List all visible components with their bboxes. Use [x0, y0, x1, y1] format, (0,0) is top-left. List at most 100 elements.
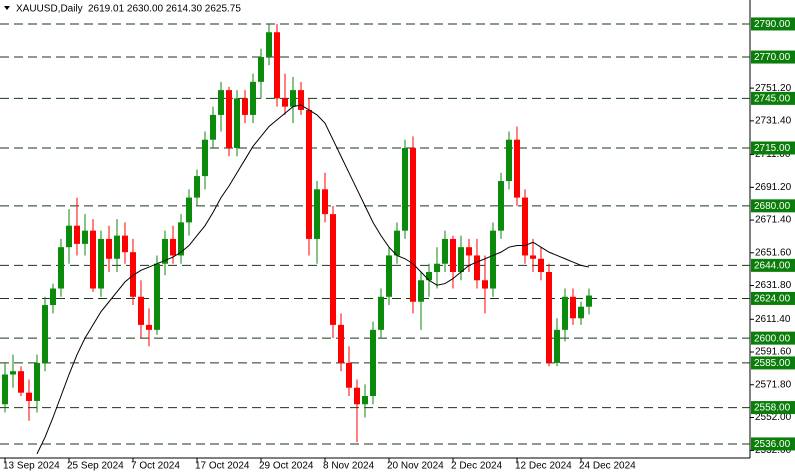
candle-body	[218, 90, 224, 115]
level-label: 2600.00	[754, 333, 791, 344]
level-label: 2715.00	[754, 143, 791, 154]
candle-body	[106, 238, 112, 259]
level-label: 2790.00	[754, 19, 791, 30]
candle-body	[58, 247, 64, 289]
candle-body	[138, 296, 144, 325]
candle-body	[314, 189, 320, 239]
candle-body	[458, 247, 464, 272]
y-tick-label: 2591.60	[755, 347, 792, 358]
candle-body	[18, 371, 24, 393]
candle-body	[402, 147, 408, 231]
candle-body	[530, 255, 536, 259]
candle-body	[394, 230, 400, 256]
candle-body	[466, 247, 472, 256]
candle-body	[482, 280, 488, 289]
candle-body	[290, 90, 296, 107]
candle-body	[74, 225, 80, 244]
candle-body	[434, 263, 440, 272]
y-tick-label: 2631.80	[755, 280, 792, 291]
candle-body	[346, 362, 352, 388]
candle-body	[242, 98, 248, 115]
level-box	[751, 356, 795, 370]
x-tick-label: 29 Oct 2024	[259, 461, 314, 472]
candle-body	[258, 57, 264, 82]
level-box	[751, 331, 795, 345]
candle-body	[586, 295, 592, 307]
candle-body	[506, 139, 512, 182]
candle-body	[570, 296, 576, 319]
level-label: 2536.00	[754, 439, 791, 450]
y-tick-label: 2691.20	[755, 182, 792, 193]
chart-title: XAUUSD,Daily	[16, 4, 83, 15]
candle-body	[306, 109, 312, 239]
x-tick-label: 13 Sep 2024	[3, 461, 60, 472]
candle-body	[386, 255, 392, 297]
candle-body	[186, 197, 192, 223]
candle-body	[514, 139, 520, 198]
level-box	[751, 258, 795, 272]
level-box	[751, 141, 795, 155]
candle-body	[234, 98, 240, 148]
candle-body	[410, 147, 416, 302]
menu-arrow	[4, 6, 10, 10]
candle-body	[578, 306, 584, 319]
level-box	[751, 50, 795, 64]
x-tick-label: 20 Nov 2024	[387, 461, 444, 472]
candle-body	[114, 235, 120, 259]
candle-body	[66, 225, 72, 248]
candle-body	[338, 324, 344, 363]
level-label: 2585.00	[754, 358, 791, 369]
candle-body	[226, 90, 232, 148]
level-box	[751, 291, 795, 305]
moving-average	[36, 104, 590, 455]
candle-body	[122, 235, 128, 253]
candle-body	[266, 32, 272, 58]
level-box	[751, 401, 795, 415]
candle-body	[442, 238, 448, 264]
candle-body	[546, 271, 552, 363]
candle-body	[10, 371, 16, 375]
level-label: 2624.00	[754, 294, 791, 305]
candle-body	[274, 32, 280, 99]
level-label: 2770.00	[754, 52, 791, 63]
candle-body	[490, 230, 496, 289]
level-box	[751, 17, 795, 31]
x-tick-label: 7 Oct 2024	[131, 461, 180, 472]
candle-body	[282, 98, 288, 107]
candle-body	[330, 214, 336, 325]
candle-body	[562, 296, 568, 330]
candle-body	[178, 222, 184, 256]
candle-body	[378, 296, 384, 330]
y-tick-label: 2651.60	[755, 247, 792, 258]
candle-body	[426, 271, 432, 281]
x-tick-label: 12 Dec 2024	[515, 461, 572, 472]
y-tick-label: 2751.20	[755, 83, 792, 94]
candle-body	[90, 230, 96, 289]
candle-body	[298, 90, 304, 110]
level-label: 2680.00	[754, 201, 791, 212]
candle-body	[42, 305, 48, 363]
x-tick-label: 8 Nov 2024	[323, 461, 375, 472]
level-box	[751, 91, 795, 105]
candle-body	[162, 238, 168, 264]
level-label: 2745.00	[754, 94, 791, 105]
candle-body	[322, 189, 328, 215]
y-tick-label: 2711.00	[755, 149, 791, 160]
candle-body	[538, 258, 544, 272]
candle-body	[82, 230, 88, 244]
candle-body	[474, 255, 480, 281]
y-tick-label: 2552.00	[755, 412, 792, 423]
candle-body	[202, 139, 208, 177]
x-tick-label: 25 Sep 2024	[67, 461, 124, 472]
candle-body	[450, 238, 456, 272]
candle-body	[250, 81, 256, 115]
candle-body	[170, 238, 176, 256]
y-tick-label: 2731.40	[755, 116, 792, 127]
candle-body	[154, 263, 160, 330]
level-box	[751, 199, 795, 213]
x-tick-label: 17 Oct 2024	[195, 461, 250, 472]
candle-body	[418, 280, 424, 302]
candle-body	[522, 197, 528, 256]
level-label: 2558.00	[754, 403, 791, 414]
y-tick-label: 2671.40	[755, 215, 792, 226]
